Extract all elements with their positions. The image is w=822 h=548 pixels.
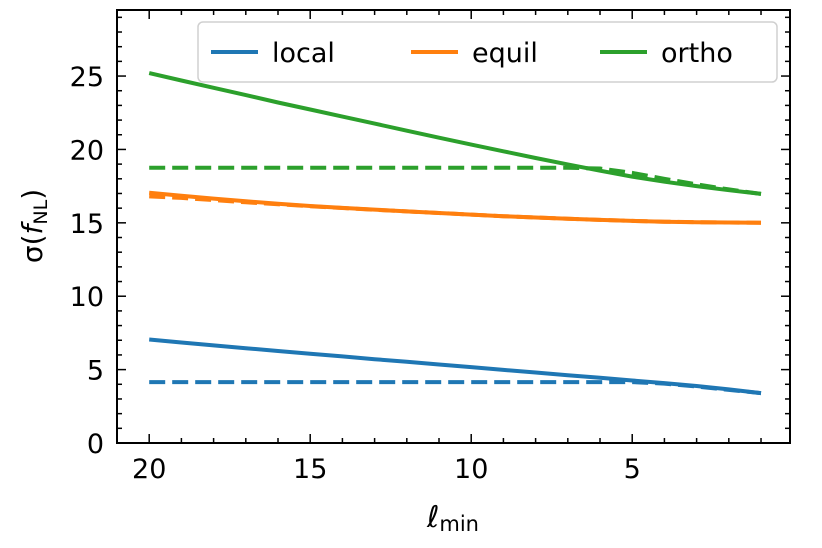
legend-label-local: local — [272, 38, 335, 69]
y-axis-title-suffix: ) — [16, 189, 49, 200]
y-tick-label: 15 — [70, 209, 104, 240]
x-axis-title-main: ℓ — [426, 500, 439, 535]
series-layer — [148, 71, 762, 396]
y-axis-title-sub: NL — [30, 199, 52, 224]
series-line-ortho-dashed — [149, 165, 762, 196]
legend-box — [197, 21, 778, 83]
x-axis-title-sub: min — [439, 512, 479, 536]
axes-frame — [116, 9, 791, 444]
series-line-ortho-solid — [148, 71, 762, 196]
y-tick-label: 20 — [70, 135, 104, 166]
x-tick-label: 20 — [132, 454, 166, 485]
series-line-local-dashed — [149, 380, 762, 396]
x-tick-label: 15 — [293, 454, 327, 485]
x-tick-label: 5 — [624, 454, 641, 485]
y-tick-label: 5 — [87, 356, 104, 387]
y-axis-title: σ(fNL) — [16, 189, 52, 263]
legend-label-ortho: ortho — [661, 38, 733, 69]
ticks-layer: 20 15 10 5 0 5 10 15 20 25 — [70, 10, 790, 485]
series-line-equil-dashed — [149, 194, 762, 225]
legend-label-equil: equil — [472, 38, 538, 69]
series-line-equil-solid — [149, 190, 762, 225]
y-tick-label: 25 — [70, 62, 104, 93]
y-tick-label: 0 — [87, 429, 104, 460]
y-axis-title-prefix: σ( — [16, 234, 49, 263]
y-tick-label: 10 — [70, 282, 104, 313]
x-tick-label: 10 — [454, 454, 488, 485]
x-axis-title: ℓmin — [426, 500, 479, 536]
legend: local equil ortho — [197, 21, 778, 83]
